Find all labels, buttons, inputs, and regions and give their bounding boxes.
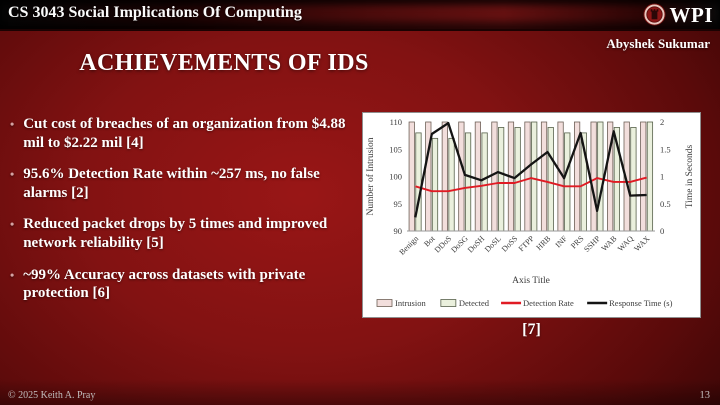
bullet-item: • Cut cost of breaches of an organizatio… [10,115,358,152]
svg-text:90: 90 [394,226,403,236]
course-title: CS 3043 Social Implications Of Computing [8,4,302,21]
bullet-item: • ~99% Accuracy across datasets with pri… [10,266,358,303]
svg-text:105: 105 [389,144,402,154]
ids-performance-chart: 90 95 100 105 110 0 0.5 1 1.5 2 Benign Bot DDoS DoSG D… [362,112,701,318]
svg-text:Time in Seconds: Time in Seconds [685,144,695,208]
svg-text:Benign: Benign [397,234,420,257]
bullet-item: • 95.6% Detection Rate within ~257 ms, n… [10,165,358,202]
svg-text:WAX: WAX [632,234,651,253]
bullet-marker-icon: • [10,117,15,131]
svg-text:0: 0 [660,226,664,236]
bullet-item: • Reduced packet drops by 5 times and im… [10,215,358,252]
svg-text:1: 1 [660,172,664,182]
svg-text:DDoS: DDoS [433,234,454,255]
bullet-marker-icon: • [10,217,15,232]
bullet-marker-icon: • [10,267,15,282]
wpi-logo: WPI [642,2,714,27]
bullet-text: Cut cost of breaches of an organization … [23,116,346,151]
svg-text:DoSH: DoSH [466,234,487,255]
bullet-text: 95.6% Detection Rate within ~257 ms, no … [23,166,320,201]
wpi-logo-text: WPI [669,2,713,27]
page-number: 13 [699,390,711,401]
svg-text:Number of Intrusion: Number of Intrusion [365,137,376,215]
svg-text:DoSL: DoSL [483,234,503,254]
svg-text:1.5: 1.5 [660,144,671,154]
copyright-text: © 2025 Keith A. Pray [8,390,96,401]
svg-text:0.5: 0.5 [660,199,671,209]
svg-text:DoSS: DoSS [500,234,520,254]
bullet-text: ~99% Accuracy across datasets with priva… [23,266,306,302]
chart-citation: [7] [522,321,541,338]
svg-text:Response Time (s): Response Time (s) [609,298,672,308]
svg-text:Axis Title: Axis Title [512,276,550,286]
bottom-shading [0,379,720,405]
wpi-seal-icon [642,3,666,26]
svg-text:WAQ: WAQ [616,234,635,253]
svg-text:2: 2 [660,117,664,127]
svg-text:110: 110 [390,117,402,127]
svg-text:100: 100 [389,172,402,182]
svg-text:Detection Rate: Detection Rate [523,298,574,308]
svg-text:HRB: HRB [534,234,552,252]
svg-text:INF: INF [554,234,570,250]
svg-text:DoSG: DoSG [449,234,470,255]
svg-text:SSHP: SSHP [582,234,602,254]
bullet-list: • Cut cost of breaches of an organizatio… [10,115,358,316]
svg-text:95: 95 [394,199,403,209]
slide-title: ACHIEVEMENTS OF IDS [79,50,369,76]
author-name: Abyshek Sukumar [606,36,710,51]
svg-text:Intrusion: Intrusion [395,298,426,308]
bullet-text: Reduced packet drops by 5 times and impr… [23,216,328,251]
svg-text:WAB: WAB [600,234,619,253]
svg-text:FTPP: FTPP [517,234,537,254]
svg-text:Detected: Detected [459,298,490,308]
header-band [0,0,720,31]
bullet-marker-icon: • [10,167,15,182]
